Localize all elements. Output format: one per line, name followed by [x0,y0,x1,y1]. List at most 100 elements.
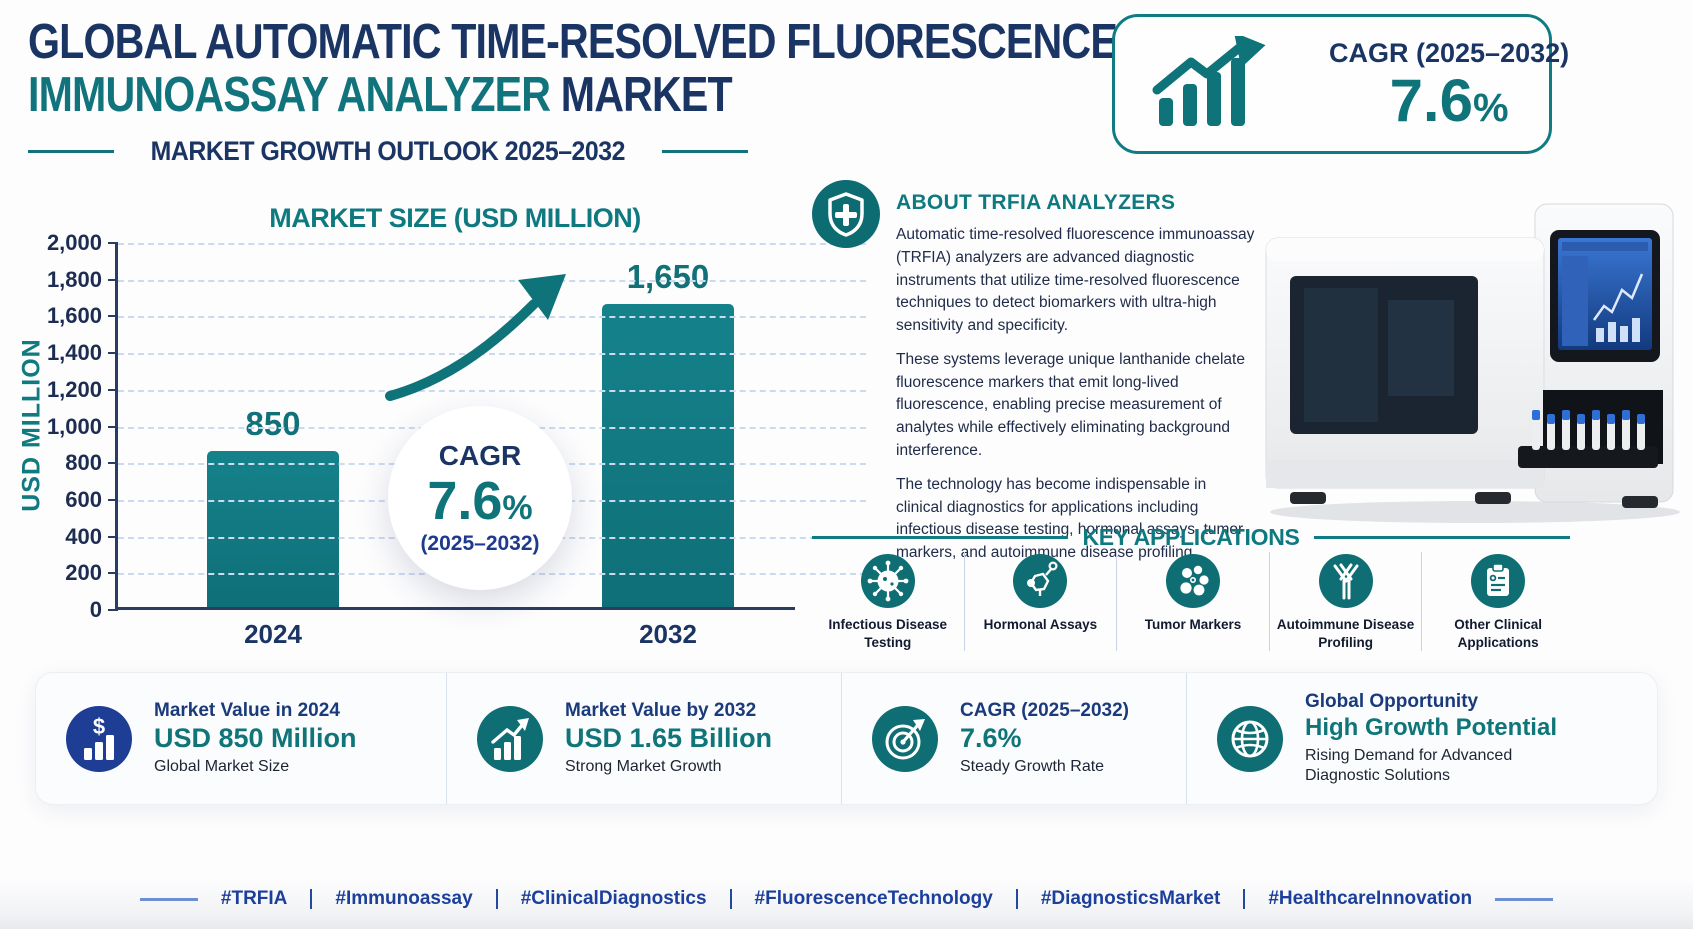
application-label: Hormonal Assays [983,617,1098,632]
stat-value: High Growth Potential [1305,714,1557,742]
molecule-icon [1013,554,1068,608]
subtitle-dash-left [28,149,114,153]
page-title-line1: GLOBAL AUTOMATIC TIME-RESOLVED FLUORESCE… [28,15,1118,69]
growth-curve-arrow-icon [382,270,582,406]
bar-column-2032: 1,650 [602,258,734,607]
hashtag: #DiagnosticsMarket [1040,888,1221,909]
stat-market-value-2032: Market Value by 2032 USD 1.65 Billion St… [446,673,841,804]
hashtag: #ClinicalDiagnostics [520,888,707,909]
chart-plot: USD MILLION 850 1,650 2024 2032 0 200 400 6… [18,230,866,649]
cagr-annotation-label: CAGR [438,440,522,471]
y-axis-tick-label: 1,400 [46,340,102,366]
application-label: Tumor Markers [1144,617,1242,632]
gridline [118,243,866,245]
growth-bars-arrow-icon [1151,36,1271,132]
application-label: Other Clinical Applications [1454,617,1543,650]
stat-caption: Rising Demand for Advanced Diagnostic So… [1305,746,1513,784]
about-heading: ABOUT TRFIA ANALYZERS [896,191,1176,214]
hashtag-divider [729,889,732,909]
stat-text: Market Value by 2032 USD 1.65 Billion St… [565,700,772,778]
hashtag-row: #TRFIA #Immunoassay #ClinicalDiagnostics… [0,888,1693,910]
clipboard-icon [1471,554,1526,608]
subtitle-dash-right [661,149,748,153]
hashtag-divider [1015,889,1018,909]
stat-text: Market Value in 2024 USD 850 Million Glo… [154,700,357,778]
y-axis-tick-mark [108,572,118,575]
cagr-annotation-circle: CAGR 7.6% (2025–2032) [388,406,572,590]
stats-summary-card: $ Market Value in 2024 USD 850 Million G… [35,672,1658,805]
stat-title: Market Value in 2024 [154,699,340,721]
page-subtitle: MARKET GROWTH OUTLOOK 2025–2032 [150,135,626,166]
bar-2024 [207,451,339,607]
stat-caption: Global Market Size [154,758,290,776]
gridline [118,316,866,319]
badge-cagr-label: CAGR (2025–2032) [1329,37,1570,68]
y-axis-tick-mark [108,462,118,465]
y-axis-tick-label: 1,600 [46,303,102,329]
stat-title: Global Opportunity [1305,691,1479,713]
y-axis-tick-mark [108,242,118,244]
key-applications-heading-row: KEY APPLICATIONS [812,524,1571,551]
stat-value: USD 1.65 Billion [565,722,773,753]
application-item-other-clinical: Other Clinical Applications [1421,552,1574,652]
header: GLOBAL AUTOMATIC TIME-RESOLVED FLUORESCE… [28,16,1324,167]
y-axis-tick-mark [108,388,118,391]
dollar-bars-icon: $ [66,705,132,772]
application-label: Infectious Disease Testing [828,617,948,650]
application-item-autoimmune: Autoimmune Disease Profiling [1268,552,1422,652]
growth-chart-icon [477,705,543,772]
analyzer-device-image [1250,178,1693,526]
x-axis-label-2032: 2032 [639,619,697,649]
globe-icon [1217,705,1283,772]
y-axis-tick-mark [108,609,118,611]
y-axis-tick-label: 1,800 [46,266,102,292]
stat-cagr: CAGR (2025–2032) 7.6% Steady Growth Rate [841,673,1186,804]
about-paragraphs: Automatic time-resolved fluorescence imm… [896,224,1256,576]
application-item-hormonal: Hormonal Assays [963,552,1117,652]
y-axis-tick-mark [108,535,118,538]
hashtag-divider [310,889,313,909]
stat-title: CAGR (2025–2032) [960,699,1129,721]
page-title-line2-rest: MARKET [550,67,733,122]
y-axis-tick-label: 400 [65,523,102,549]
stat-title: Market Value by 2032 [565,699,757,721]
key-applications-line-right [1313,536,1571,539]
y-axis-tick-label: 2,000 [46,230,102,255]
gridline [118,353,866,356]
hashtag-divider [495,889,498,909]
bar-2032 [602,304,734,607]
y-axis-tick-mark [108,352,118,355]
hashtag-endline-right [1495,897,1554,901]
bar-value-2032: 1,650 [626,258,710,296]
badge-text: CAGR (2025–2032) 7.6% [1329,38,1593,131]
hashtag-endline-left [139,897,198,901]
page-title-line2-highlight: IMMUNOASSAY ANALYZER [28,67,551,122]
gridline [118,279,866,282]
svg-text:$: $ [93,714,105,739]
antibody-icon [1318,554,1373,608]
key-applications-heading: KEY APPLICATIONS [1082,524,1300,550]
cagr-annotation-value: 7.6% [427,471,533,531]
hashtag: #HealthcareInnovation [1268,888,1473,909]
application-item-tumor: Tumor Markers [1116,552,1269,652]
y-axis-tick-mark [108,278,118,281]
key-applications-line-left [812,536,1069,539]
application-label: Autoimmune Disease Profiling [1276,617,1415,650]
y-axis-tick-label: 800 [65,450,102,476]
y-axis-tick-label: 1,200 [46,376,102,402]
page-title-line2: IMMUNOASSAY ANALYZER MARKET [28,67,1117,122]
shield-plus-icon [812,180,880,248]
tumor-cells-icon [1165,554,1220,608]
bar-column-2024: 850 [207,405,339,607]
hashtag: #TRFIA [220,888,288,909]
about-paragraph-3: The technology has become indispensable … [896,475,1244,562]
badge-cagr-value: 7.6% [1389,66,1509,134]
cagr-annotation-period: (2025–2032) [420,532,540,555]
about-paragraph-2: These systems leverage unique lanthanide… [896,350,1245,460]
target-arrow-icon [872,705,938,772]
y-axis-tick-label: 600 [65,486,102,512]
y-axis-tick-label: 200 [65,560,102,586]
y-axis-tick-mark [108,425,118,428]
virus-icon [860,554,915,608]
y-axis-tick-mark [108,498,118,501]
